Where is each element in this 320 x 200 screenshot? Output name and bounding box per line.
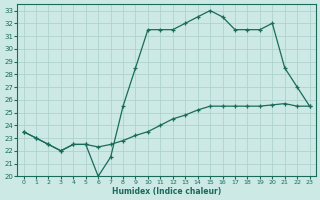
- X-axis label: Humidex (Indice chaleur): Humidex (Indice chaleur): [112, 187, 221, 196]
